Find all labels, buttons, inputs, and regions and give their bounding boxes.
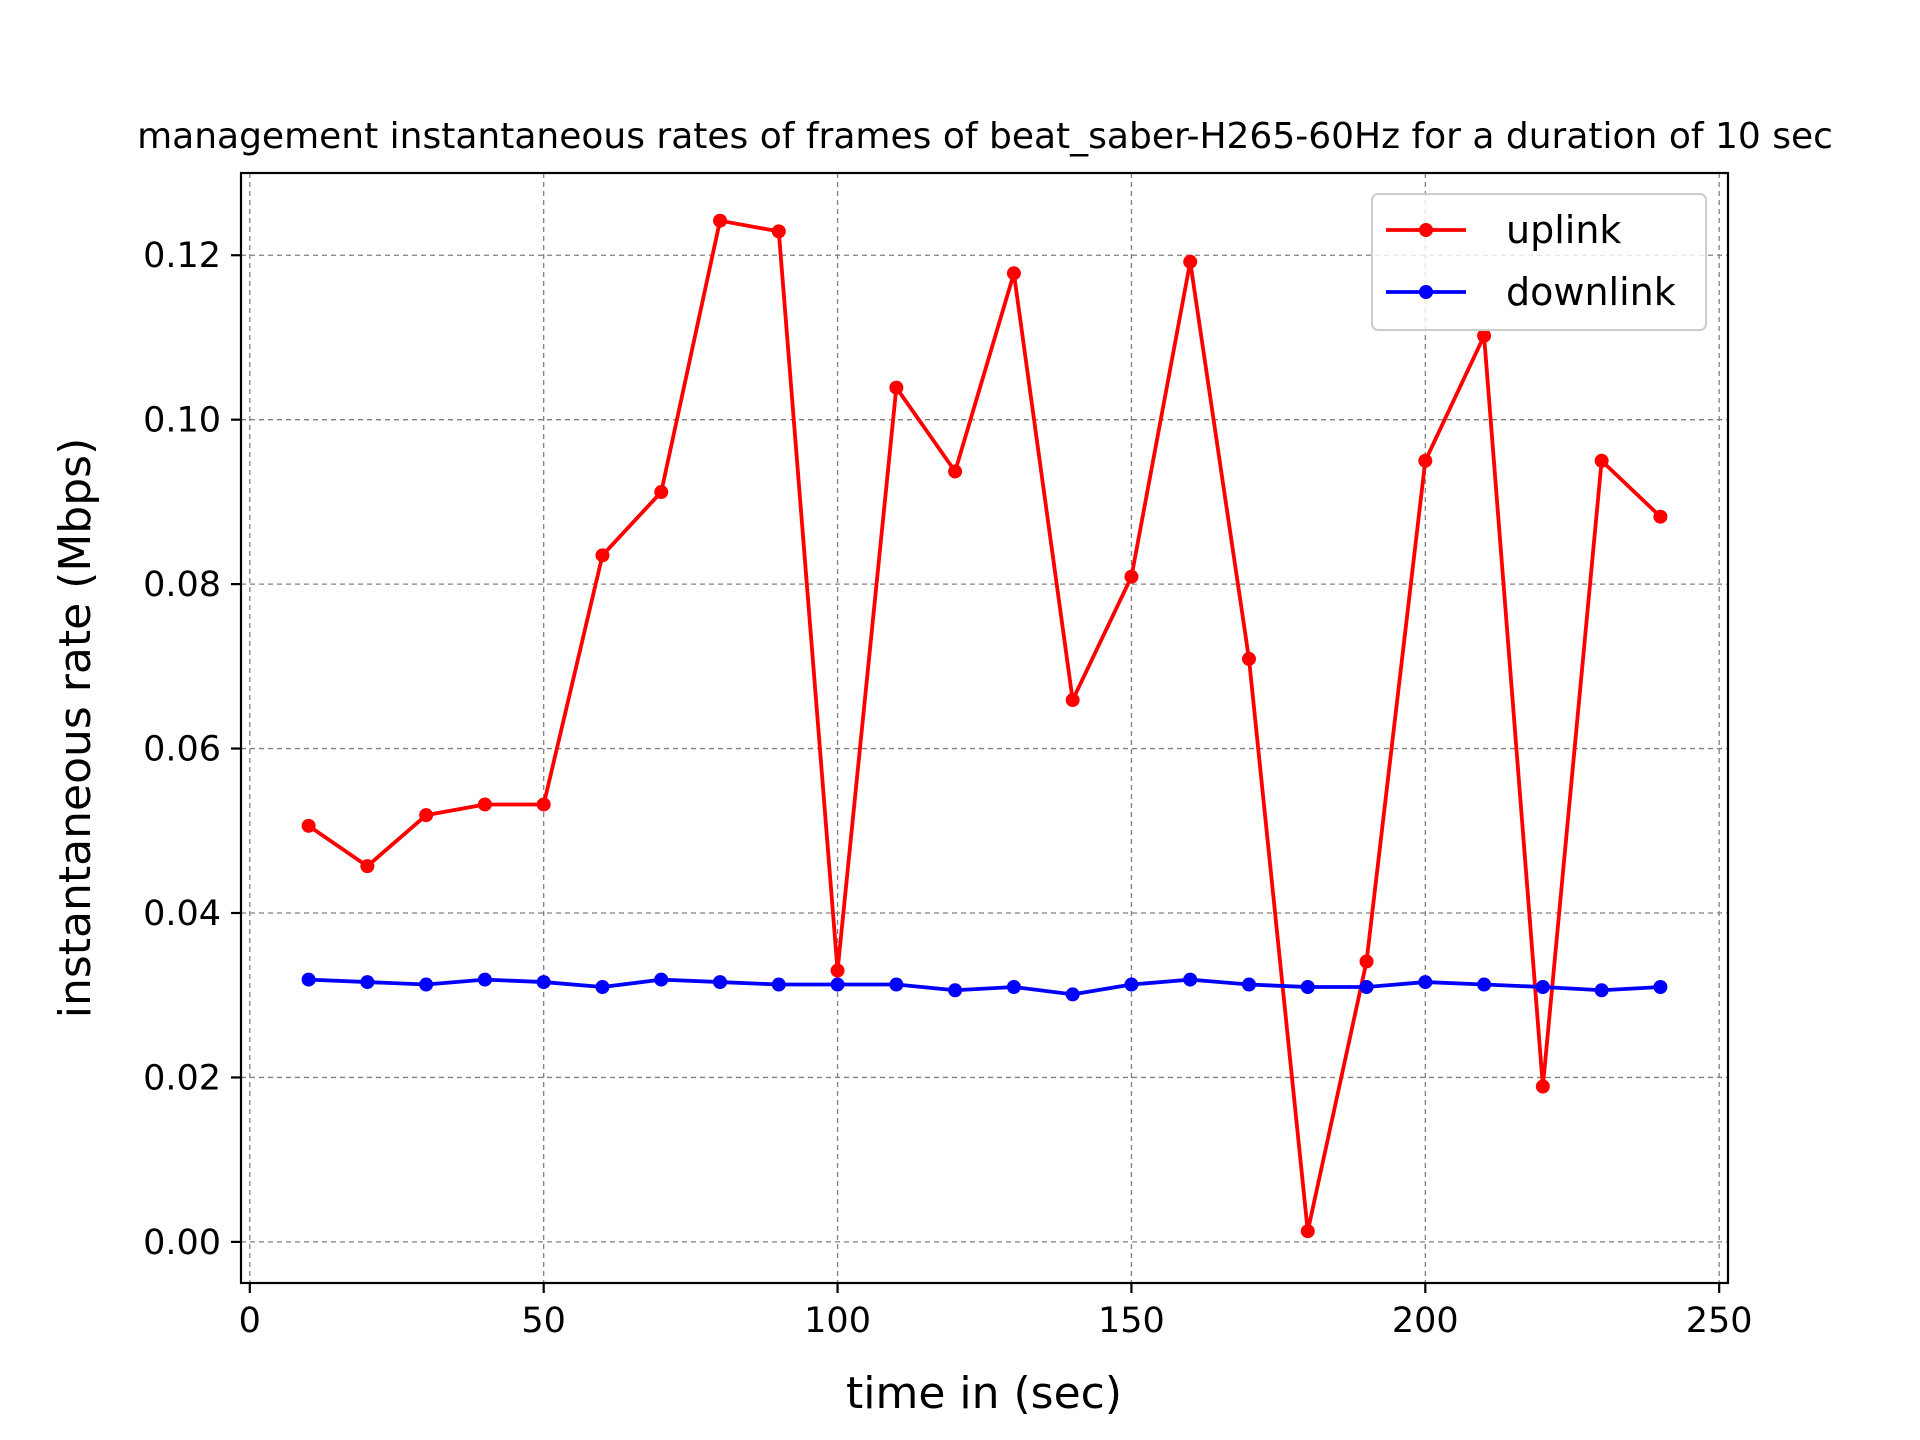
legend-label: uplink	[1506, 208, 1621, 252]
downlink-point	[830, 977, 845, 992]
uplink-point	[1124, 569, 1139, 584]
legend-entry-uplink: uplink	[1386, 208, 1621, 252]
downlink-point	[301, 972, 316, 987]
uplink-point	[595, 548, 610, 563]
ticks: 0 50 100 150 200 250 0.00 0.02 0.04 0.06 0.08 0.10 0…	[143, 236, 1753, 1341]
downlink-point	[1359, 980, 1374, 994]
uplink-point	[1359, 954, 1374, 969]
downlink-point	[713, 975, 728, 990]
legend-entry-downlink: downlink	[1386, 270, 1676, 314]
uplink-point	[771, 224, 786, 239]
x-tick-label: 150	[1098, 1301, 1165, 1341]
downlink-point	[419, 977, 434, 992]
uplink-point	[1300, 1224, 1315, 1239]
chart-title: management instantaneous rates of frames…	[137, 116, 1833, 157]
legend: uplink downlink	[1371, 193, 1707, 331]
uplink-point	[360, 859, 375, 874]
x-tick-label: 0	[239, 1301, 261, 1341]
y-tick-label: 0.04	[143, 894, 221, 934]
legend-marker-swatch	[1419, 223, 1433, 237]
downlink-point	[1653, 980, 1668, 994]
uplink-point	[301, 818, 316, 833]
downlink-point	[1300, 980, 1315, 994]
x-tick-label: 200	[1392, 1301, 1459, 1341]
x-tick-label: 100	[804, 1301, 871, 1341]
uplink-point	[948, 464, 963, 479]
downlink-point	[477, 972, 492, 987]
uplink-point	[1006, 266, 1021, 281]
uplink-point	[1065, 693, 1080, 708]
x-tick-label: 50	[521, 1301, 566, 1341]
downlink-point	[1065, 987, 1080, 1002]
x-axis-label: time in (sec)	[846, 1368, 1122, 1419]
uplink-point	[1653, 509, 1668, 524]
downlink-point	[595, 980, 610, 994]
grid	[241, 173, 1728, 1283]
downlink-point	[1006, 980, 1021, 994]
y-tick-label: 0.12	[143, 236, 221, 276]
y-tick-label: 0.10	[143, 401, 221, 441]
y-tick-label: 0.08	[143, 565, 221, 605]
downlink-point	[1535, 980, 1550, 994]
downlink-point	[360, 975, 375, 990]
x-tick-label: 250	[1686, 1301, 1753, 1341]
uplink-point	[1535, 1079, 1550, 1094]
uplink-point	[477, 797, 492, 812]
downlink-point	[948, 983, 963, 998]
uplink-point	[1183, 254, 1198, 269]
legend-marker-swatch	[1419, 285, 1433, 299]
legend-box	[1371, 193, 1707, 331]
uplink-line	[307, 218, 1662, 1234]
series-downlink	[301, 972, 1668, 1002]
plot-frame	[239, 171, 1730, 1285]
downlink-point	[1594, 983, 1609, 998]
downlink-point	[1477, 977, 1492, 992]
legend-label: downlink	[1506, 270, 1676, 314]
downlink-point	[1183, 972, 1198, 987]
downlink-point	[654, 972, 669, 987]
downlink-point	[889, 977, 904, 992]
downlink-point	[1124, 977, 1139, 992]
downlink-point	[771, 977, 786, 992]
downlink-point	[1241, 977, 1256, 992]
uplink-point	[536, 797, 551, 812]
downlink-line	[308, 977, 1661, 997]
y-tick-label: 0.02	[143, 1058, 221, 1098]
uplink-point	[419, 808, 434, 823]
y-axis-label: instantaneous rate (Mbps)	[50, 438, 101, 1018]
uplink-point	[1418, 453, 1433, 468]
uplink-point	[1477, 328, 1492, 343]
uplink-point	[1594, 453, 1609, 468]
uplink-point	[830, 963, 845, 978]
downlink-point	[1418, 975, 1433, 990]
series-layer	[301, 213, 1668, 1239]
uplink-point	[654, 485, 669, 500]
y-tick-label: 0.00	[143, 1223, 221, 1263]
uplink-point	[889, 380, 904, 395]
series-uplink	[301, 213, 1668, 1239]
uplink-point	[713, 213, 728, 228]
uplink-point	[1241, 651, 1256, 666]
y-tick-label: 0.06	[143, 730, 221, 770]
downlink-point	[536, 975, 551, 990]
